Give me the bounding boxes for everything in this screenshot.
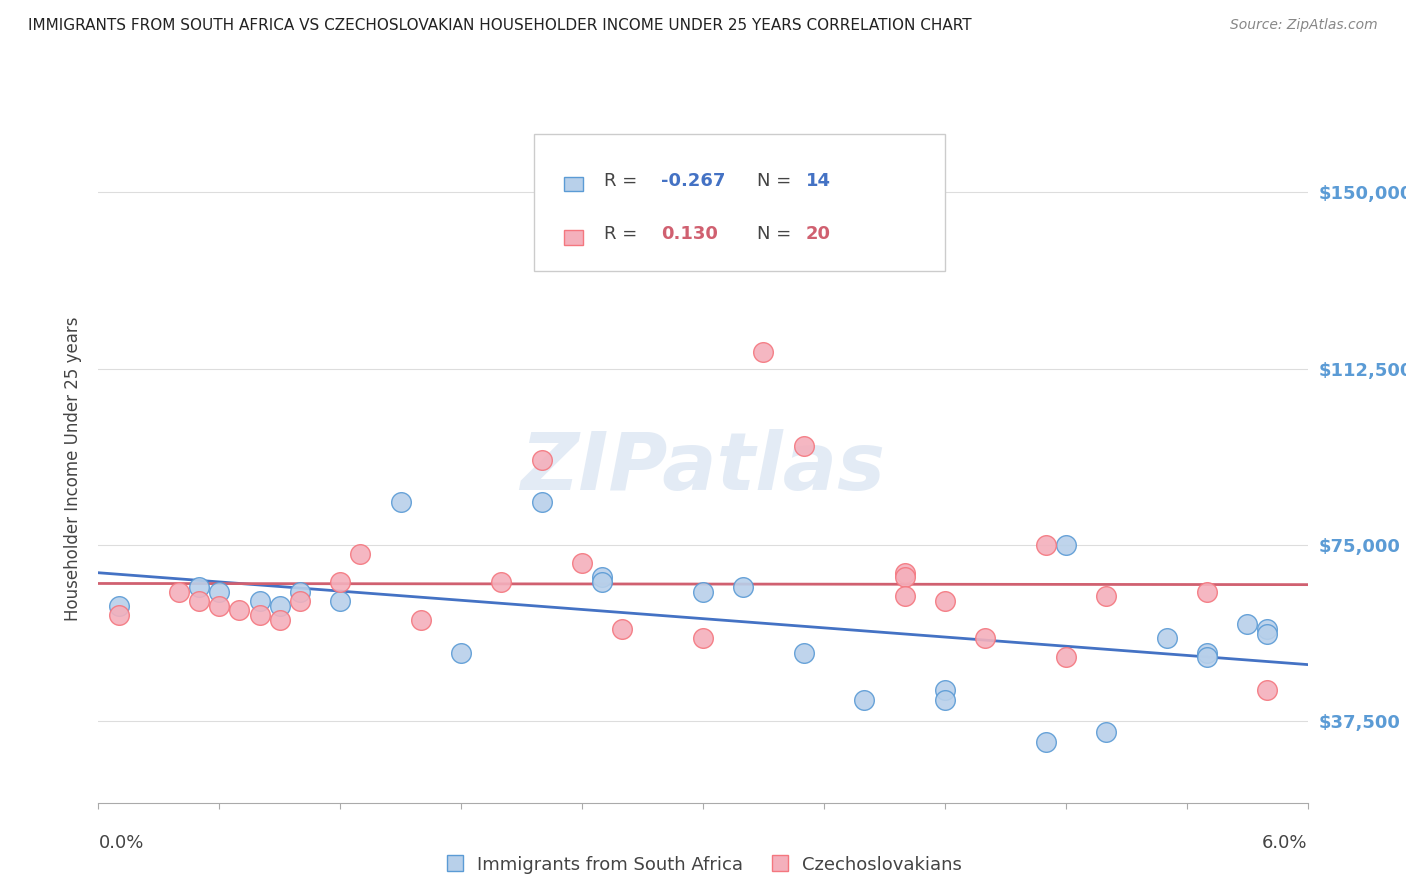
- Point: [1095, 725, 1118, 739]
- Text: 0.0%: 0.0%: [98, 834, 143, 852]
- Point: [208, 584, 231, 599]
- FancyBboxPatch shape: [564, 177, 582, 192]
- Y-axis label: Householder Income Under 25 years: Householder Income Under 25 years: [63, 316, 82, 621]
- Point: [1256, 627, 1278, 641]
- Point: [530, 453, 553, 467]
- Point: [208, 599, 231, 613]
- Point: [1035, 538, 1057, 552]
- Point: [934, 683, 956, 698]
- Text: 0.130: 0.130: [661, 225, 717, 244]
- Text: R =: R =: [603, 171, 643, 190]
- Point: [974, 632, 997, 646]
- Text: 14: 14: [806, 171, 831, 190]
- Point: [853, 692, 876, 706]
- Point: [349, 547, 371, 561]
- Text: 6.0%: 6.0%: [1263, 834, 1308, 852]
- Point: [1236, 617, 1258, 632]
- Point: [1195, 646, 1218, 660]
- Point: [329, 594, 352, 608]
- Point: [450, 646, 472, 660]
- Point: [733, 580, 755, 594]
- Point: [934, 692, 956, 706]
- Point: [288, 594, 311, 608]
- Point: [269, 599, 291, 613]
- Point: [188, 594, 211, 608]
- Point: [167, 584, 190, 599]
- Text: -0.267: -0.267: [661, 171, 725, 190]
- Text: 20: 20: [806, 225, 831, 244]
- Point: [530, 495, 553, 509]
- Point: [409, 613, 432, 627]
- Point: [1054, 650, 1077, 665]
- Point: [491, 575, 513, 590]
- Point: [107, 599, 129, 613]
- Text: N =: N =: [758, 225, 797, 244]
- Text: N =: N =: [758, 171, 797, 190]
- Point: [591, 570, 613, 584]
- Text: R =: R =: [603, 225, 643, 244]
- Point: [692, 632, 714, 646]
- Point: [288, 584, 311, 599]
- Point: [1256, 683, 1278, 698]
- Text: Source: ZipAtlas.com: Source: ZipAtlas.com: [1230, 18, 1378, 32]
- Point: [752, 345, 775, 359]
- Point: [893, 570, 915, 584]
- Point: [1256, 622, 1278, 636]
- Point: [107, 607, 129, 622]
- Point: [591, 575, 613, 590]
- Legend: Immigrants from South Africa, Czechoslovakians: Immigrants from South Africa, Czechoslov…: [437, 848, 969, 880]
- Point: [1195, 650, 1218, 665]
- Point: [793, 439, 815, 453]
- Point: [329, 575, 352, 590]
- Point: [1195, 584, 1218, 599]
- Point: [692, 584, 714, 599]
- Point: [1035, 735, 1057, 749]
- Point: [893, 589, 915, 603]
- Point: [228, 603, 250, 617]
- Point: [249, 594, 271, 608]
- FancyBboxPatch shape: [564, 230, 582, 245]
- Point: [612, 622, 634, 636]
- Point: [1156, 632, 1178, 646]
- Text: IMMIGRANTS FROM SOUTH AFRICA VS CZECHOSLOVAKIAN HOUSEHOLDER INCOME UNDER 25 YEAR: IMMIGRANTS FROM SOUTH AFRICA VS CZECHOSL…: [28, 18, 972, 33]
- FancyBboxPatch shape: [534, 134, 945, 271]
- Point: [571, 557, 593, 571]
- Point: [269, 613, 291, 627]
- Point: [934, 594, 956, 608]
- Text: ZIPatlas: ZIPatlas: [520, 429, 886, 508]
- Point: [793, 646, 815, 660]
- Point: [893, 566, 915, 580]
- Point: [1054, 538, 1077, 552]
- Point: [249, 607, 271, 622]
- Point: [1095, 589, 1118, 603]
- Point: [188, 580, 211, 594]
- Point: [389, 495, 412, 509]
